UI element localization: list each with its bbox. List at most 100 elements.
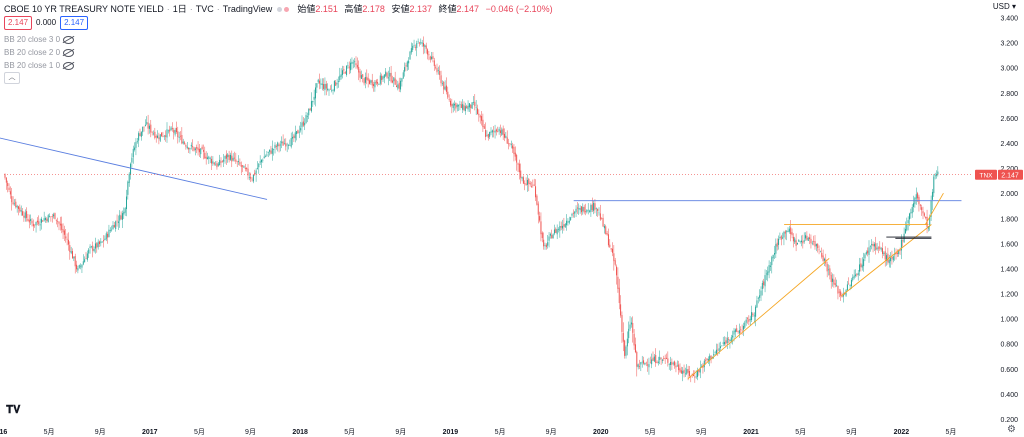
gear-icon[interactable]: ⚙ [1007, 424, 1016, 435]
candle-body [541, 232, 543, 239]
candle-body [764, 275, 766, 287]
candle-body [698, 369, 700, 373]
chevron-up-icon: ︿ [8, 73, 16, 81]
candle-body [778, 238, 780, 245]
x-tick-label: 2017 [142, 429, 158, 436]
candle-body [138, 133, 140, 141]
candle-body [660, 358, 662, 360]
candle-body [850, 279, 852, 287]
candle-body [67, 239, 69, 245]
candle-body [202, 150, 204, 152]
candle-body [564, 224, 566, 228]
candle-body [468, 103, 470, 108]
candle-body [481, 116, 483, 121]
indicator-bb2[interactable]: BB 20 close 2 0 [4, 48, 75, 57]
candle-body [304, 122, 306, 126]
candle-body [441, 83, 443, 85]
candle-body [120, 215, 122, 220]
candle-body [354, 61, 356, 63]
candle-body [166, 129, 168, 138]
candle-body [305, 115, 307, 124]
candle-body [362, 74, 364, 78]
candle-body [919, 204, 921, 206]
symbol-header: CBOE 10 YR TREASURY NOTE YIELD · 1日 · TVC · Tr… [4, 4, 553, 14]
price-tag-symbol-box [975, 169, 997, 180]
candle-body [815, 244, 817, 247]
candle-body [366, 76, 368, 80]
candle-body [930, 200, 932, 217]
candle-body [139, 133, 141, 136]
sell-price-button[interactable]: 2.147 [4, 16, 33, 30]
candle-body [159, 134, 161, 141]
eye-hidden-icon[interactable] [63, 35, 75, 44]
candle-body [841, 294, 843, 298]
eye-hidden-icon[interactable] [63, 48, 75, 57]
candle-body [856, 274, 858, 276]
candle-body [713, 353, 715, 356]
candle-body [335, 82, 337, 86]
candle-body [282, 141, 284, 146]
candle-body [742, 326, 744, 330]
y-tick-label: 2.600 [1000, 116, 1018, 123]
candle-body [628, 328, 630, 339]
candle-body [339, 75, 341, 81]
candle-body [846, 284, 848, 291]
candle-body [521, 177, 523, 179]
candle-body [355, 63, 357, 66]
collapse-legend-button[interactable]: ︿ [4, 72, 20, 84]
candle-body [324, 83, 326, 91]
candle-body [493, 130, 495, 132]
currency-selector[interactable]: USD ▾ [993, 2, 1016, 11]
candle-body [115, 221, 117, 230]
eye-hidden-icon[interactable] [63, 61, 75, 70]
candle-body [634, 344, 636, 353]
buy-price-button[interactable]: 2.147 [60, 16, 89, 30]
candle-body [647, 364, 649, 366]
candle-body [772, 254, 774, 259]
candle-body [393, 77, 395, 82]
candle-body [413, 45, 415, 46]
candle-body [637, 364, 639, 368]
candle-body [890, 257, 892, 262]
candle-body [53, 214, 55, 217]
candle-body [810, 238, 812, 244]
candle-body [344, 71, 346, 74]
candle-body [907, 220, 909, 224]
candle-body [65, 236, 67, 239]
close-value: 2.147 [456, 4, 480, 14]
price-tag-value-box [998, 169, 1023, 180]
candle-body [853, 275, 855, 278]
candle-body [823, 258, 825, 261]
candle-body [814, 241, 816, 247]
symbol-name[interactable]: CBOE 10 YR TREASURY NOTE YIELD [4, 4, 164, 14]
candle-body [26, 211, 28, 218]
candle-body [236, 161, 238, 163]
candle-body [40, 218, 42, 223]
candle-body [482, 119, 484, 128]
candle-body [22, 211, 24, 216]
candle-body [707, 358, 709, 361]
candle-body [470, 104, 472, 108]
candle-body [566, 220, 568, 226]
candle-body [162, 136, 164, 137]
candle-body [223, 159, 225, 162]
chevron-down-icon: ▾ [1011, 2, 1016, 11]
candle-body [89, 246, 91, 248]
candle-body [649, 362, 651, 364]
indicator-bb1[interactable]: BB 20 close 1 0 [4, 61, 75, 70]
candle-body [805, 235, 807, 239]
interval-label[interactable]: 1日 [172, 4, 187, 14]
candle-body [420, 42, 422, 44]
candle-body [146, 122, 148, 124]
candle-body [462, 104, 464, 110]
candle-body [732, 335, 734, 338]
candle-body [436, 68, 438, 73]
candle-body [158, 137, 160, 139]
x-tick-label: 2019 [443, 429, 459, 436]
indicator-bb3[interactable]: BB 20 close 3 0 [4, 35, 75, 44]
tradingview-logo-icon[interactable]: 𝐓𝐕 [6, 404, 21, 416]
candle-body [315, 87, 316, 99]
candle-body [154, 131, 156, 138]
price-tag-value: 2.147 [1001, 173, 1019, 180]
